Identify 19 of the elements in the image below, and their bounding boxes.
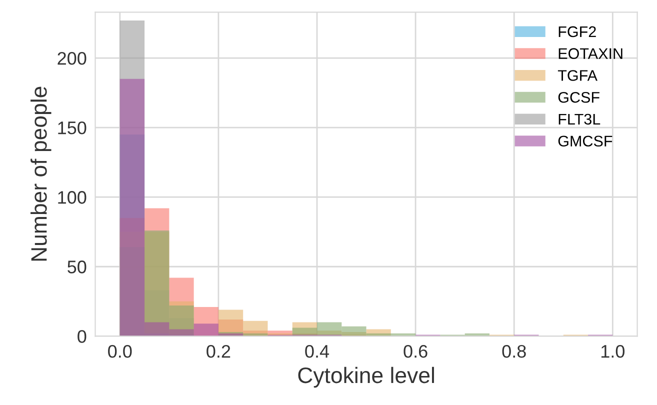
x-tick-label: 0.8 [502,344,526,358]
y-tick-label: 100 [58,191,86,204]
x-axis-title: Cytokine level [298,366,434,388]
x-tick-label: 0.2 [206,344,230,358]
legend-label: FLT3L [558,114,600,125]
legend-label: GCSF [558,92,600,103]
legend-label: FGF2 [558,26,596,38]
legend-label: GMCSF [558,136,612,147]
x-tick-label: 0.4 [305,344,330,358]
y-tick-label: 50 [68,260,86,274]
x-tick-label: 0.6 [404,344,428,358]
x-tick-label: 0.0 [108,344,132,358]
y-tick-label: 0 [78,330,86,343]
legend-label: EOTAXIN [558,48,622,60]
legend-label: TGFA [558,70,598,81]
y-tick-label: 200 [58,52,86,65]
x-tick-label: 1.0 [601,344,624,358]
y-axis-title: Number of people [30,86,52,261]
y-tick-label: 150 [58,122,86,134]
